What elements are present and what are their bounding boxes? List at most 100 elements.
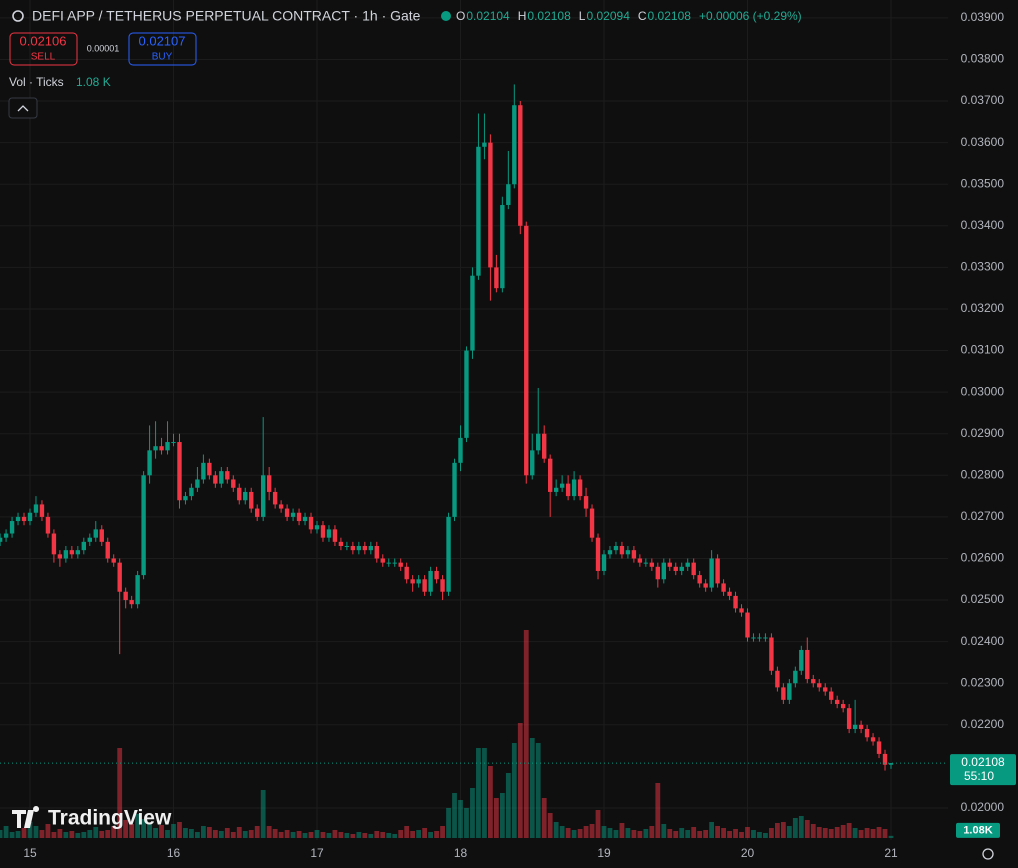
candle-body <box>559 483 565 488</box>
volume-bar <box>183 828 188 838</box>
volume-bar <box>529 738 535 838</box>
settings-icon[interactable] <box>982 848 994 860</box>
candle-body <box>858 724 864 729</box>
candle-body <box>817 683 822 688</box>
sell-button[interactable] <box>9 32 78 66</box>
candle-body <box>673 566 678 571</box>
y-tick-label: 0.03100 <box>961 343 1005 357</box>
volume-bar <box>75 833 81 838</box>
volume-bar <box>224 828 230 838</box>
candle-body <box>27 512 33 522</box>
volume-bar <box>751 830 756 838</box>
candle-body <box>661 562 666 580</box>
candle-body <box>111 558 116 563</box>
candle-body <box>404 566 409 580</box>
candle-body <box>93 529 98 538</box>
volume-bar <box>655 783 661 838</box>
candle-body <box>542 433 547 459</box>
candle-body <box>512 105 517 185</box>
candle-body <box>237 487 242 501</box>
volume-bar <box>159 825 164 838</box>
candle-body <box>428 570 433 592</box>
volume-bar <box>619 823 625 838</box>
candle-body <box>864 728 870 738</box>
volume-bar <box>523 630 529 838</box>
volume-bar <box>212 830 218 838</box>
volume-bar <box>189 829 194 838</box>
buy-label[interactable]: BUY <box>152 52 173 63</box>
candle-body <box>745 612 750 638</box>
candle-body <box>589 508 595 538</box>
volume-bar <box>105 830 111 838</box>
y-tick-label: 0.03700 <box>961 93 1005 107</box>
candle-body <box>9 521 15 534</box>
candle-body <box>213 475 218 484</box>
candle-body <box>255 508 260 517</box>
candle-body <box>739 608 744 613</box>
candle-body <box>631 550 637 559</box>
candle-body <box>123 591 128 601</box>
candle-body <box>422 579 427 592</box>
volume-bar <box>631 830 637 838</box>
symbol-icon <box>12 10 24 22</box>
candle-body <box>500 205 505 289</box>
indicator-value: 1.08 K <box>76 75 111 89</box>
candle-body <box>823 687 828 692</box>
candle-body <box>356 546 362 551</box>
candle-body <box>201 462 206 480</box>
volume-bar <box>356 832 362 838</box>
candle-body <box>775 670 780 688</box>
sell-label[interactable]: SELL <box>31 52 56 63</box>
x-tick-label: 18 <box>454 846 468 860</box>
sell-price[interactable]: 0.02106 <box>20 33 67 48</box>
candle-body <box>141 475 146 576</box>
ohlc-value: 0.02108 <box>527 9 571 23</box>
candle-body <box>607 550 613 555</box>
volume-bar <box>774 823 780 838</box>
volume-bar <box>727 831 732 838</box>
candle-body <box>834 699 840 705</box>
candle-body <box>171 442 176 444</box>
buy-button[interactable] <box>128 32 197 66</box>
volume-bar <box>464 808 469 838</box>
candle-body <box>637 558 643 563</box>
candle-body <box>272 491 278 505</box>
volume-bar <box>0 830 3 838</box>
x-tick-label: 16 <box>167 846 181 860</box>
buy-price[interactable]: 0.02107 <box>139 33 186 48</box>
volume-bar <box>87 830 93 838</box>
volume-bar <box>33 826 39 838</box>
volume-bar <box>206 827 212 838</box>
candle-body <box>625 550 631 555</box>
volume-bar <box>308 832 314 838</box>
volume-bar <box>780 822 786 838</box>
candle-body <box>410 579 415 584</box>
volume-bar <box>673 831 679 838</box>
volume-bar <box>338 832 344 838</box>
volume-bar <box>434 831 439 838</box>
y-tick-label: 0.02700 <box>961 509 1005 523</box>
price-tag-bg <box>950 754 1016 786</box>
candle-body <box>99 529 104 542</box>
volume-bar <box>470 788 475 838</box>
candle-body <box>207 462 212 476</box>
volume-bar <box>553 822 559 838</box>
volume-tag: 1.08K <box>963 825 992 837</box>
collapse-icon[interactable] <box>17 105 29 112</box>
ohlc-legend: O 0.02104 H 0.02108 L 0.02094 C 0.02108 +0.00006… <box>456 9 802 23</box>
volume-bar <box>822 828 828 838</box>
candle-body <box>260 475 266 517</box>
volume-bar <box>535 743 541 838</box>
candle-body <box>117 562 122 592</box>
collapse-button[interactable] <box>8 97 38 119</box>
volume-bar <box>93 827 99 838</box>
candle-body <box>470 275 475 351</box>
volume-bar <box>69 831 75 838</box>
candle-body <box>129 600 134 605</box>
candle-body <box>15 516 21 522</box>
candle-body <box>799 649 804 671</box>
ohlc-value: 0.02108 <box>648 9 692 23</box>
volume-bar <box>715 826 721 838</box>
volume-bar <box>583 826 589 838</box>
y-tick-label: 0.02600 <box>961 551 1005 565</box>
